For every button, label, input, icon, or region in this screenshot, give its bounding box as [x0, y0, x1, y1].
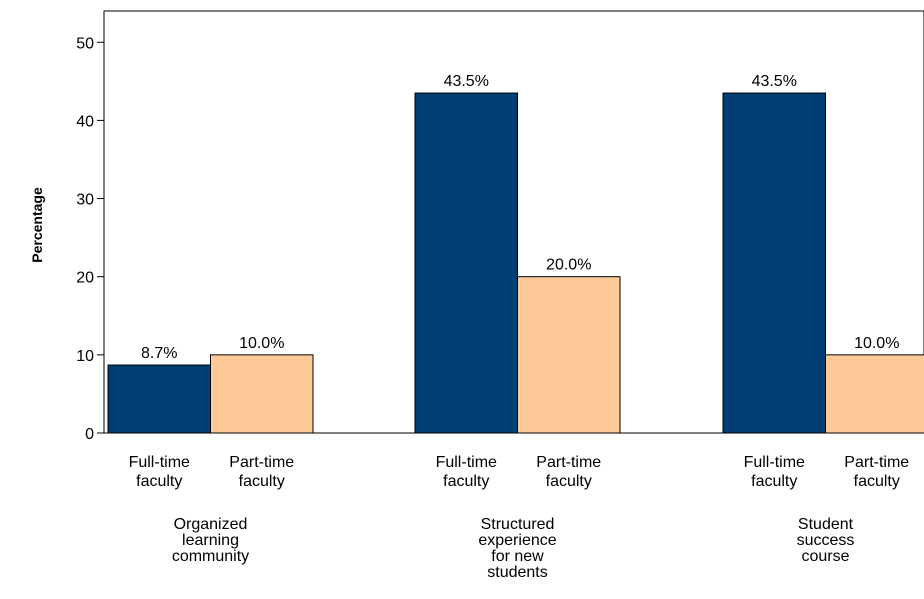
y-tick-label: 40 [76, 113, 94, 130]
category-labels: Full-time faculty Part-time faculty Organize… [129, 454, 910, 581]
bar [107, 364, 211, 434]
bar [210, 354, 314, 434]
data-label: 10.0% [239, 335, 284, 352]
bar-category-label: Part-time [229, 454, 294, 471]
bars: 8.7% 10.0% 43.5% 20.0% 43.5% 10.0% [107, 73, 924, 434]
bar-category-label: Part-time [536, 454, 601, 471]
group-label: Structured [481, 516, 555, 533]
bar [517, 276, 621, 434]
y-tick-label: 0 [85, 426, 94, 443]
group-label: experience [478, 532, 556, 549]
group-label: Student [798, 516, 854, 533]
group-label: learning [182, 532, 239, 549]
bar-category-label: Part-time [844, 454, 909, 471]
group-label: Organized [174, 516, 248, 533]
bar-category-label: faculty [854, 473, 900, 490]
data-label: 8.7% [141, 345, 177, 362]
bar [414, 92, 518, 434]
bar-category-label: Full-time [436, 454, 497, 471]
bar-category-label: faculty [751, 473, 797, 490]
bar-category-label: Full-time [744, 454, 805, 471]
group-label: community [172, 548, 249, 565]
y-tick-label: 20 [76, 270, 94, 287]
bar [722, 92, 826, 434]
data-label: 43.5% [444, 73, 489, 90]
bar-category-label: faculty [546, 473, 592, 490]
group-label: course [801, 548, 849, 565]
data-label: 20.0% [546, 257, 591, 274]
data-label: 10.0% [854, 335, 899, 352]
y-axis: 0 10 20 30 40 50 [76, 35, 104, 443]
bar-category-label: faculty [239, 473, 285, 490]
group-label: for new [491, 548, 544, 565]
bar [825, 354, 924, 434]
group-label: students [487, 564, 547, 581]
bar-category-label: faculty [136, 473, 182, 490]
y-tick-label: 50 [76, 35, 94, 52]
bar-category-label: faculty [443, 473, 489, 490]
y-axis-label: Percentage [29, 187, 45, 263]
group-label: success [797, 532, 855, 549]
bar-category-label: Full-time [129, 454, 190, 471]
y-tick-label: 10 [76, 348, 94, 365]
data-label: 43.5% [752, 73, 797, 90]
y-tick-label: 30 [76, 192, 94, 209]
